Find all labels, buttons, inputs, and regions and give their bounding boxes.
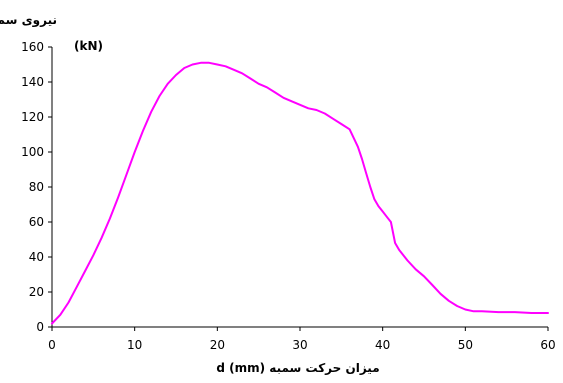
y-tick-label: 40 <box>29 250 44 264</box>
series-line-1 <box>51 61 549 325</box>
y-tick-label: 0 <box>36 320 44 334</box>
x-tick-label: 10 <box>127 338 142 352</box>
x-tick-label: 40 <box>375 338 390 352</box>
y-tick-label: 140 <box>21 75 44 89</box>
x-tick-label: 0 <box>48 338 56 352</box>
x-tick-label: 30 <box>292 338 307 352</box>
y-tick-label: 20 <box>29 285 44 299</box>
x-tick-label: 20 <box>210 338 225 352</box>
x-axis-label: میزان حرکت سمبه d (mm) <box>216 361 379 375</box>
y-axis-label-line2: (kN) <box>74 39 103 53</box>
x-tick-label: 60 <box>540 338 555 352</box>
y-tick-label: 60 <box>29 215 44 229</box>
y-tick-label: 120 <box>21 110 44 124</box>
y-axis-label-line1: نیروی سمبه ، Fp <box>0 13 57 28</box>
y-tick-label: 80 <box>29 180 44 194</box>
y-tick-label: 160 <box>21 40 44 54</box>
y-tick-label: 100 <box>21 145 44 159</box>
x-tick-label: 50 <box>458 338 473 352</box>
